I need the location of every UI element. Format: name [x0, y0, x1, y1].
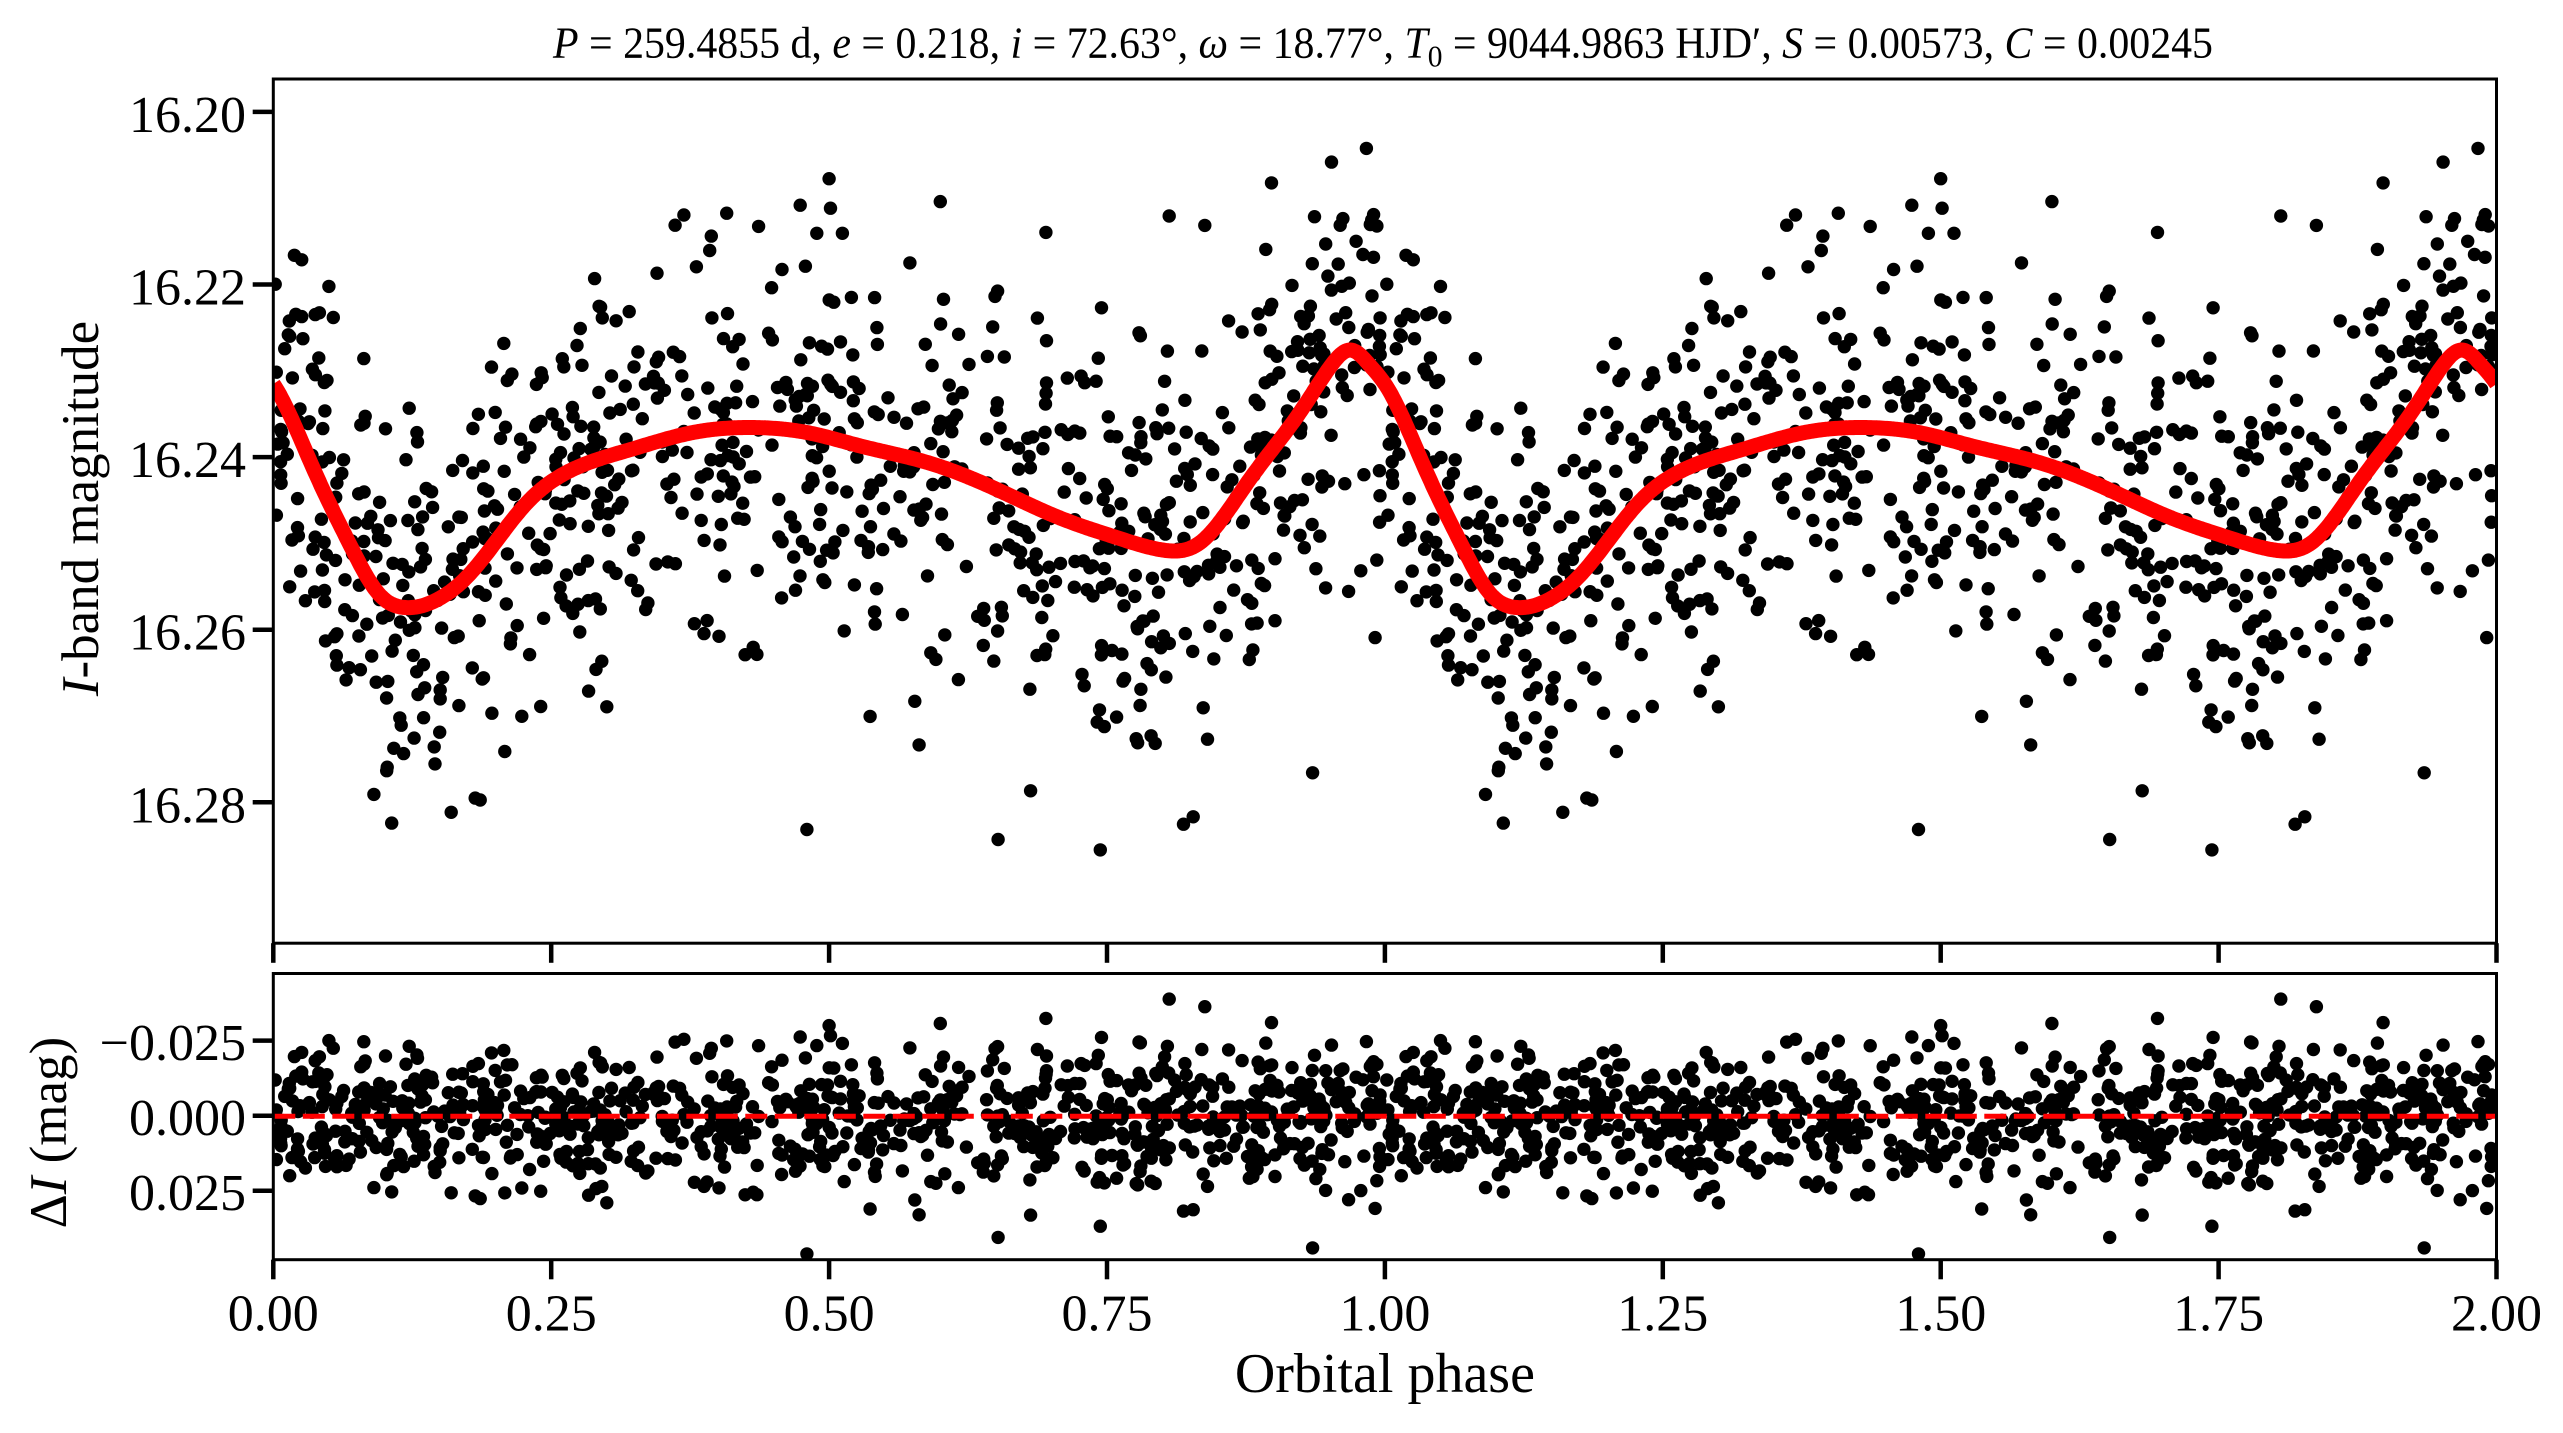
svg-text:0.025: 0.025 — [129, 1165, 246, 1222]
svg-text:2.00: 2.00 — [2451, 1286, 2542, 1343]
svg-text:1.50: 1.50 — [1895, 1286, 1986, 1343]
svg-text:Orbital phase: Orbital phase — [1235, 1343, 1535, 1405]
svg-text:16.22: 16.22 — [129, 260, 246, 317]
svg-text:−0.025: −0.025 — [100, 1015, 246, 1072]
svg-text:ΔI (mag): ΔI (mag) — [20, 1037, 78, 1229]
svg-text:0.000: 0.000 — [129, 1090, 246, 1147]
svg-text:16.26: 16.26 — [129, 605, 246, 662]
svg-text:0.50: 0.50 — [784, 1286, 875, 1343]
svg-text:P = 259.4855 d, e = 0.218, i =: P = 259.4855 d, e = 0.218, i = 72.63°, ω… — [552, 19, 2213, 74]
svg-text:16.20: 16.20 — [129, 87, 246, 144]
svg-text:1.00: 1.00 — [1339, 1286, 1430, 1343]
svg-text:16.28: 16.28 — [129, 777, 246, 834]
svg-text:1.25: 1.25 — [1617, 1286, 1708, 1343]
svg-text:0.75: 0.75 — [1062, 1286, 1153, 1343]
svg-text:16.24: 16.24 — [129, 432, 246, 489]
svg-text:I-band magnitude: I-band magnitude — [52, 321, 110, 697]
svg-text:0.25: 0.25 — [506, 1286, 597, 1343]
svg-text:0.00: 0.00 — [228, 1286, 319, 1343]
svg-text:1.75: 1.75 — [2173, 1286, 2264, 1343]
